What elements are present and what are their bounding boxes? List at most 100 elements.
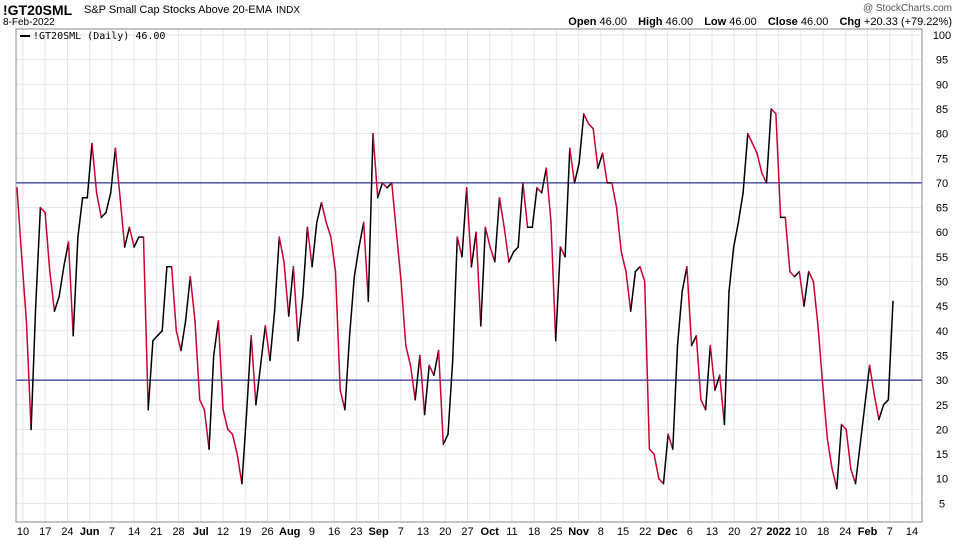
y-tick-label: 30	[936, 375, 948, 387]
series-segment	[442, 433, 449, 445]
series-segment	[91, 142, 98, 194]
series-segment	[212, 320, 220, 357]
y-tick-label: 50	[936, 277, 948, 289]
series-segment	[358, 221, 365, 248]
series-segment	[545, 167, 552, 224]
series-segment	[550, 221, 557, 342]
exchange-label: INDX	[276, 5, 301, 16]
series-segment	[658, 477, 665, 485]
x-tick-label: 10	[795, 526, 807, 538]
chg-value: +20.33 (+79.22%)	[863, 16, 952, 28]
chart-header: !GT20SML S&P Small Cap Stocks Above 20-E…	[0, 0, 960, 30]
series-segment	[95, 192, 103, 219]
x-tick-label: 7	[887, 526, 893, 538]
series-segment	[20, 256, 28, 322]
series-segment	[531, 187, 538, 229]
series-segment	[489, 246, 496, 263]
series-segment	[517, 182, 524, 248]
x-tick-label: 7	[398, 526, 404, 538]
series-segment	[728, 246, 735, 293]
series-segment	[184, 275, 192, 322]
series-segment	[409, 364, 416, 401]
reference-lines	[16, 182, 922, 381]
series-segment	[494, 196, 501, 263]
y-tick-label: 65	[936, 203, 948, 215]
x-tick-label: 27	[461, 526, 473, 538]
series-segment	[241, 413, 248, 485]
series-segment	[255, 364, 262, 406]
series-segment	[536, 187, 543, 194]
x-tick-label: 14	[128, 526, 140, 538]
series-segment	[456, 236, 463, 258]
series-segment	[170, 265, 178, 332]
series-segment	[714, 374, 721, 391]
x-tick-label: 7	[109, 526, 115, 538]
series-segment	[559, 246, 566, 258]
series-segment	[372, 132, 379, 199]
series-segment	[353, 246, 360, 278]
x-tick-label: 27	[750, 526, 762, 538]
series-segment	[470, 231, 477, 268]
series-segment	[498, 196, 505, 229]
series-segment	[222, 408, 229, 431]
series-segment	[615, 206, 623, 253]
x-tick-label: 16	[328, 526, 340, 538]
legend: !GT20SML (Daily) 46.00	[20, 31, 165, 42]
series-segment	[175, 330, 182, 352]
series-segment	[259, 325, 267, 367]
symbol-description: S&P Small Cap Stocks Above 20-EMA INDX	[84, 4, 300, 16]
series-segment	[742, 132, 749, 194]
series-segment	[690, 334, 698, 347]
series-segment	[105, 192, 112, 214]
series-segment	[44, 211, 51, 273]
series-segment	[564, 147, 571, 258]
y-tick-label: 40	[936, 326, 948, 338]
x-tick-label: 10	[17, 526, 29, 538]
x-tick-label: Sep	[369, 526, 389, 538]
y-tick-label: 60	[936, 227, 948, 239]
x-tick-label: 18	[817, 526, 829, 538]
y-tick-label: 70	[936, 178, 948, 190]
series-segment	[512, 246, 519, 253]
series-segment	[39, 206, 46, 214]
y-tick-label: 25	[936, 400, 948, 412]
series-segment	[423, 364, 430, 416]
grid-lines	[16, 29, 922, 522]
x-tick-label: 26	[261, 526, 273, 538]
series-segment	[152, 334, 159, 342]
series-segment	[287, 265, 295, 317]
series-segment	[653, 453, 660, 480]
series-segment	[854, 443, 861, 485]
series-segment	[747, 132, 754, 145]
series-segment	[236, 453, 243, 485]
series-segment	[601, 152, 608, 184]
series-segment	[362, 221, 370, 302]
plot-frame	[15, 28, 923, 523]
x-tick-label: 25	[550, 526, 562, 538]
x-tick-label: 18	[528, 526, 540, 538]
x-tick-label: Oct	[481, 526, 500, 538]
series-segment	[723, 290, 730, 426]
series-segment	[53, 295, 60, 312]
x-tick-label: Jul	[193, 526, 209, 538]
series-segment	[625, 270, 632, 312]
series-segment	[428, 364, 435, 376]
series-segment	[208, 354, 215, 450]
chg-label: Chg	[839, 16, 861, 28]
series-segment	[475, 231, 482, 327]
series-segment	[451, 236, 459, 362]
series-segment	[695, 334, 702, 401]
ohlc-readout: Open 46.00 High 46.00 Low 46.00 Close 46…	[568, 16, 952, 28]
series-segment	[400, 280, 407, 347]
series-segment	[667, 433, 674, 450]
x-tick-label: 6	[687, 526, 693, 538]
series-segment	[58, 265, 65, 298]
series-segment	[419, 354, 426, 416]
series-segment	[297, 295, 304, 342]
series-segment	[245, 334, 252, 416]
series-segment	[817, 325, 824, 386]
series-segment	[540, 167, 548, 194]
data-series	[16, 108, 894, 490]
high-label: High	[638, 16, 663, 28]
